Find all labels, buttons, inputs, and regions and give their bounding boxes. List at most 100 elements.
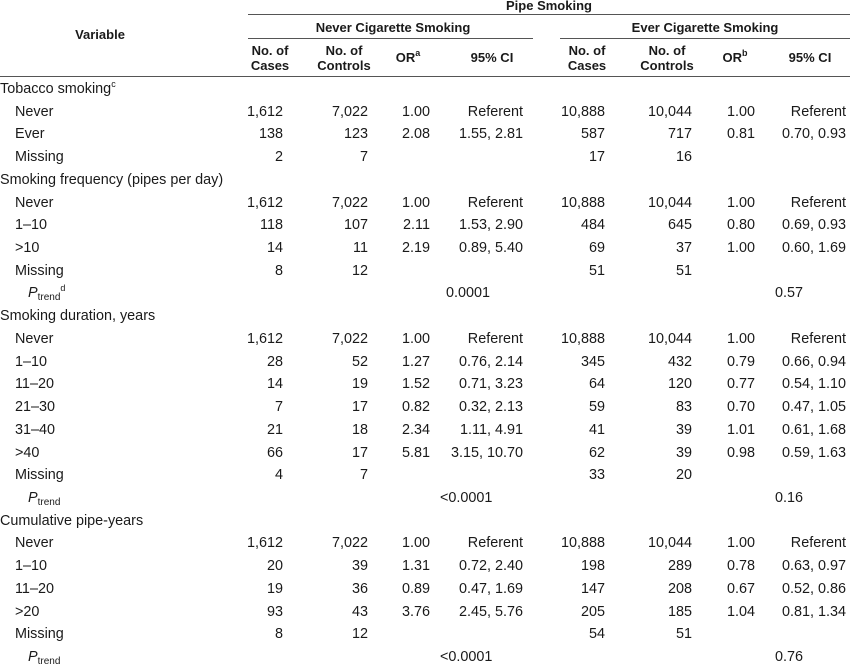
cell-cases-never: 19 <box>266 580 283 597</box>
cell-controls-never: 7 <box>359 467 368 484</box>
col-header-controls-never: No. of Controls <box>317 43 371 73</box>
cell-cases-ever: 54 <box>588 626 605 643</box>
cell-cases-ever: 69 <box>588 240 605 257</box>
cell-cases-ever: 484 <box>580 217 605 234</box>
row-label: Never <box>15 194 54 211</box>
cell-or-never: 1.00 <box>401 535 430 552</box>
p-trend-ever: 0.57 <box>775 285 804 302</box>
table-row: Ever 138 123 2.08 1.55, 2.81 587 717 0.81 0.70, … <box>0 123 850 146</box>
cell-cases-never: 66 <box>266 444 283 461</box>
p-trend-never: 0.0001 <box>446 285 491 302</box>
row-label: Missing <box>15 262 64 279</box>
cell-or-ever: 0.67 <box>726 580 755 597</box>
footnote-marker: c <box>111 79 116 89</box>
cell-cases-never: 4 <box>274 467 283 484</box>
cell-cases-never: 1,612 <box>246 330 283 347</box>
cell-controls-ever: 16 <box>675 149 692 166</box>
cell-controls-never: 43 <box>351 603 368 620</box>
section-row: Tobacco smokingc <box>0 78 850 101</box>
p-trend-label: Ptrend <box>28 649 61 667</box>
cell-ci-ever: Referent <box>790 194 846 211</box>
row-label: Missing <box>15 149 64 166</box>
cell-ci-never: 1.53, 2.90 <box>458 217 523 234</box>
cell-or-ever: 1.00 <box>726 103 755 120</box>
table-row: 1–10 28 52 1.27 0.76, 2.14 345 432 0.79 0.66, 0.… <box>0 351 850 374</box>
cell-controls-never: 7,022 <box>331 194 368 211</box>
cell-cases-ever: 41 <box>588 421 605 438</box>
cell-or-ever: 1.00 <box>726 240 755 257</box>
cell-cases-ever: 10,888 <box>560 330 605 347</box>
cell-cases-ever: 147 <box>580 580 605 597</box>
cell-ci-never: 0.76, 2.14 <box>458 353 523 370</box>
cell-controls-ever: 51 <box>675 262 692 279</box>
cell-ci-ever: 0.81, 1.34 <box>781 603 846 620</box>
cell-or-never: 1.00 <box>401 103 430 120</box>
cell-ci-never: 0.89, 5.40 <box>458 240 523 257</box>
p-trend-label: Ptrend <box>28 489 61 508</box>
cell-controls-never: 19 <box>351 376 368 393</box>
cell-controls-ever: 10,044 <box>647 535 692 552</box>
table-row: >10 14 11 2.19 0.89, 5.40 69 37 1.00 0.60, 1.69 <box>0 237 850 260</box>
cell-cases-never: 118 <box>260 217 283 234</box>
cell-or-ever: 1.04 <box>726 603 755 620</box>
cell-controls-never: 12 <box>351 262 368 279</box>
cell-controls-ever: 39 <box>675 421 692 438</box>
cell-or-never: 1.52 <box>401 376 430 393</box>
cell-or-ever: 0.78 <box>726 558 755 575</box>
cell-controls-ever: 717 <box>667 126 692 143</box>
cell-cases-ever: 51 <box>588 262 605 279</box>
cell-controls-ever: 645 <box>667 217 692 234</box>
row-label: 11–20 <box>15 376 54 393</box>
cell-or-never: 3.76 <box>401 603 430 620</box>
cell-ci-never: 0.32, 2.13 <box>458 399 523 416</box>
table-row: 1–10 118 107 2.11 1.53, 2.90 484 645 0.80 0.69, … <box>0 214 850 237</box>
cell-ci-ever: Referent <box>790 330 846 347</box>
cell-ci-ever: Referent <box>790 535 846 552</box>
cell-ci-ever: 0.66, 0.94 <box>781 353 846 370</box>
cell-ci-ever: 0.69, 0.93 <box>781 217 846 234</box>
cell-ci-never: 0.71, 3.23 <box>458 376 523 393</box>
cell-or-never: 1.31 <box>401 558 430 575</box>
p-trend-never: <0.0001 <box>440 649 493 665</box>
cell-or-ever: 1.00 <box>726 330 755 347</box>
cell-cases-never: 20 <box>266 558 283 575</box>
row-label: Never <box>15 103 54 120</box>
row-label: Never <box>15 330 54 347</box>
cell-cases-never: 14 <box>266 240 283 257</box>
cell-or-ever: 0.98 <box>726 444 755 461</box>
cell-or-never: 1.00 <box>401 194 430 211</box>
cell-ci-never: Referent <box>467 194 523 211</box>
never-cigarette-header: Never Cigarette Smoking <box>315 20 471 35</box>
cell-cases-never: 28 <box>266 353 283 370</box>
cell-controls-ever: 10,044 <box>647 103 692 120</box>
col-header-or-ever: ORb <box>722 48 748 66</box>
cell-or-never: 2.08 <box>401 126 430 143</box>
cell-controls-ever: 10,044 <box>647 194 692 211</box>
cell-ci-ever: 0.63, 0.97 <box>781 558 846 575</box>
cell-cases-ever: 10,888 <box>560 194 605 211</box>
cell-or-ever: 0.77 <box>726 376 755 393</box>
cell-ci-ever: 0.59, 1.63 <box>781 444 846 461</box>
table-row: Missing 2 7 17 16 <box>0 146 850 169</box>
cell-controls-never: 39 <box>351 558 368 575</box>
row-label: 1–10 <box>15 353 48 370</box>
cell-controls-never: 18 <box>351 421 368 438</box>
cell-ci-ever: 0.47, 1.05 <box>781 399 846 416</box>
cell-or-ever: 1.00 <box>726 535 755 552</box>
cell-or-ever: 0.70 <box>726 399 755 416</box>
cell-ci-ever: 0.52, 0.86 <box>781 580 846 597</box>
p-trend-label: Ptrendd <box>28 283 66 304</box>
cell-cases-never: 8 <box>274 626 283 643</box>
table-row: Never 1,612 7,022 1.00 Referent 10,888 10,044 1… <box>0 532 850 555</box>
cell-or-never: 1.27 <box>401 353 430 370</box>
row-label: >40 <box>15 444 40 461</box>
cell-controls-never: 36 <box>351 580 368 597</box>
cell-cases-ever: 345 <box>580 353 605 370</box>
cell-ci-never: 2.45, 5.76 <box>458 603 523 620</box>
cell-or-ever: 0.80 <box>726 217 755 234</box>
cell-controls-never: 107 <box>343 217 368 234</box>
row-label: >20 <box>15 603 40 620</box>
cell-controls-never: 17 <box>351 399 368 416</box>
table-row: 31–40 21 18 2.34 1.11, 4.91 41 39 1.01 0.61, 1.6… <box>0 419 850 442</box>
row-label: Ever <box>15 126 45 143</box>
